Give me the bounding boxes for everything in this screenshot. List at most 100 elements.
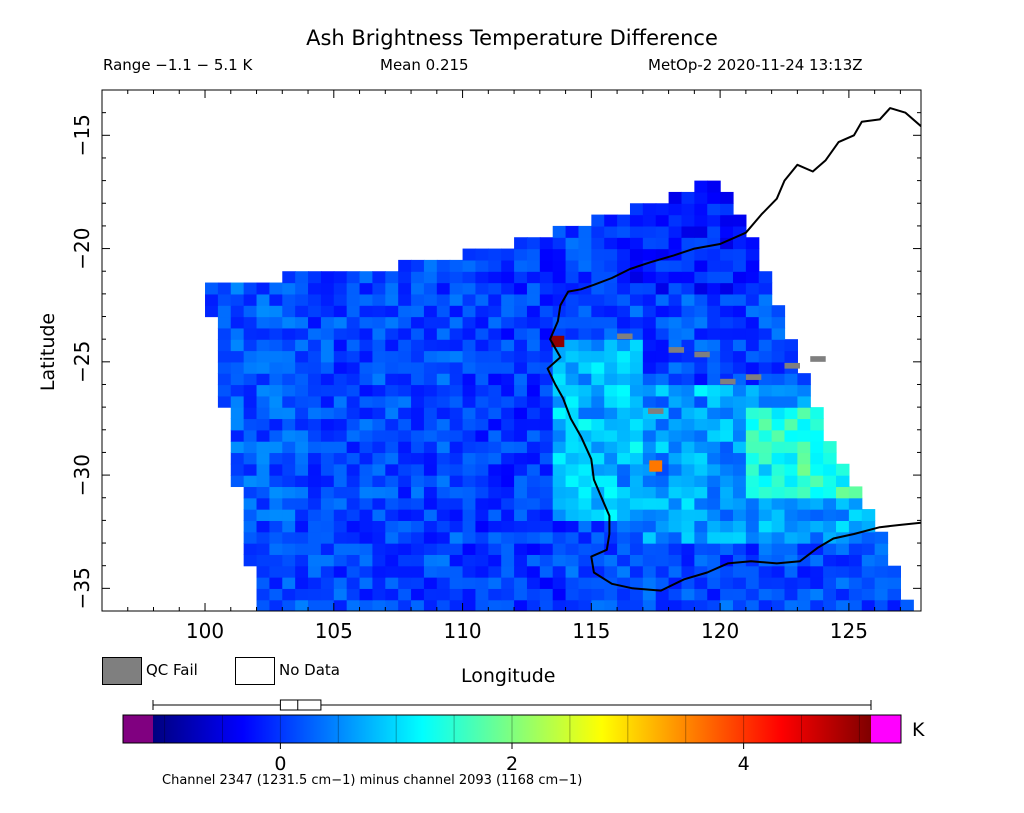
data-cell bbox=[861, 588, 876, 601]
data-cell bbox=[642, 248, 657, 261]
data-cell bbox=[385, 429, 399, 442]
data-cell bbox=[501, 293, 515, 306]
data-cell bbox=[308, 531, 322, 544]
data-cell bbox=[423, 441, 438, 454]
data-cell bbox=[617, 237, 631, 250]
data-cell bbox=[642, 384, 657, 397]
data-cell bbox=[707, 225, 721, 238]
data-cell bbox=[501, 339, 515, 352]
data-cell bbox=[501, 271, 515, 284]
data-cell bbox=[243, 441, 258, 454]
data-cell bbox=[707, 407, 721, 420]
data-cell bbox=[642, 588, 657, 601]
data-cell bbox=[823, 497, 837, 510]
data-cell bbox=[604, 531, 618, 544]
data-cell bbox=[720, 407, 734, 420]
data-cell bbox=[320, 395, 335, 408]
data-cell bbox=[707, 214, 721, 227]
data-cell bbox=[243, 452, 258, 465]
data-cell bbox=[655, 577, 670, 589]
colorbar-under bbox=[123, 715, 153, 743]
data-cell bbox=[758, 577, 773, 589]
data-cell bbox=[372, 305, 386, 318]
data-cell bbox=[784, 577, 798, 589]
data-cell bbox=[745, 441, 760, 454]
data-cell bbox=[436, 327, 451, 340]
data-cell bbox=[488, 463, 502, 476]
data-cell bbox=[539, 237, 554, 250]
data-cell bbox=[526, 599, 541, 611]
data-cell bbox=[462, 248, 477, 261]
data-cell bbox=[836, 463, 850, 476]
data-cell bbox=[269, 316, 283, 329]
data-cell bbox=[243, 497, 258, 510]
data-cell bbox=[617, 486, 631, 499]
data-cell bbox=[565, 384, 580, 397]
data-cell bbox=[372, 588, 386, 601]
data-cell bbox=[282, 452, 296, 465]
data-cell bbox=[295, 565, 309, 578]
data-cell bbox=[629, 384, 644, 397]
data-cell bbox=[475, 384, 489, 397]
data-cell bbox=[514, 395, 528, 408]
data-cell bbox=[655, 565, 670, 578]
data-cell bbox=[359, 520, 374, 533]
data-cell bbox=[411, 554, 425, 567]
data-cell bbox=[333, 588, 348, 601]
data-cell bbox=[539, 271, 554, 284]
data-cell bbox=[256, 486, 271, 499]
data-cell bbox=[411, 475, 425, 488]
data-cell bbox=[320, 441, 335, 454]
data-cell bbox=[745, 407, 760, 420]
data-cell bbox=[320, 293, 335, 306]
data-cell bbox=[501, 452, 515, 465]
data-cell bbox=[269, 395, 283, 408]
data-cell bbox=[707, 429, 721, 442]
data-cell bbox=[282, 293, 296, 306]
data-cell bbox=[269, 282, 283, 295]
data-cell bbox=[514, 497, 528, 510]
data-cell bbox=[758, 373, 773, 386]
data-cell bbox=[694, 429, 708, 442]
data-cell bbox=[462, 497, 477, 510]
data-cell bbox=[694, 271, 708, 284]
data-cell bbox=[501, 395, 515, 408]
data-cell bbox=[552, 248, 567, 261]
data-cell bbox=[359, 339, 374, 352]
data-cell bbox=[359, 429, 374, 442]
data-cell bbox=[501, 327, 515, 340]
x-tick-label: 110 bbox=[443, 619, 481, 643]
data-cell bbox=[578, 373, 592, 386]
data-cell bbox=[565, 497, 580, 510]
data-cell bbox=[230, 373, 245, 386]
data-cell bbox=[385, 543, 399, 555]
data-cell bbox=[308, 339, 322, 352]
data-cell bbox=[320, 361, 335, 374]
data-cell bbox=[295, 452, 309, 465]
data-cell bbox=[333, 599, 348, 611]
data-cell bbox=[874, 599, 889, 611]
data-cell bbox=[732, 339, 747, 352]
data-cell bbox=[720, 520, 734, 533]
data-cell bbox=[732, 373, 747, 386]
data-cell bbox=[398, 475, 412, 488]
data-cell bbox=[282, 577, 296, 589]
data-cell bbox=[539, 554, 554, 567]
data-cell bbox=[617, 350, 631, 363]
data-cell bbox=[501, 248, 515, 261]
data-cell bbox=[552, 497, 567, 510]
data-cell bbox=[629, 599, 644, 611]
data-cell bbox=[604, 316, 618, 329]
data-cell bbox=[707, 418, 721, 431]
data-cell bbox=[475, 577, 489, 589]
data-cell bbox=[565, 565, 580, 578]
data-cell bbox=[449, 509, 464, 521]
data-cell bbox=[758, 339, 773, 352]
data-cell bbox=[591, 271, 605, 284]
data-cell bbox=[565, 441, 580, 454]
data-cell bbox=[617, 225, 631, 238]
data-cell bbox=[797, 395, 811, 408]
data-cell bbox=[732, 520, 747, 533]
data-cell bbox=[333, 486, 348, 499]
data-cell bbox=[449, 305, 464, 318]
